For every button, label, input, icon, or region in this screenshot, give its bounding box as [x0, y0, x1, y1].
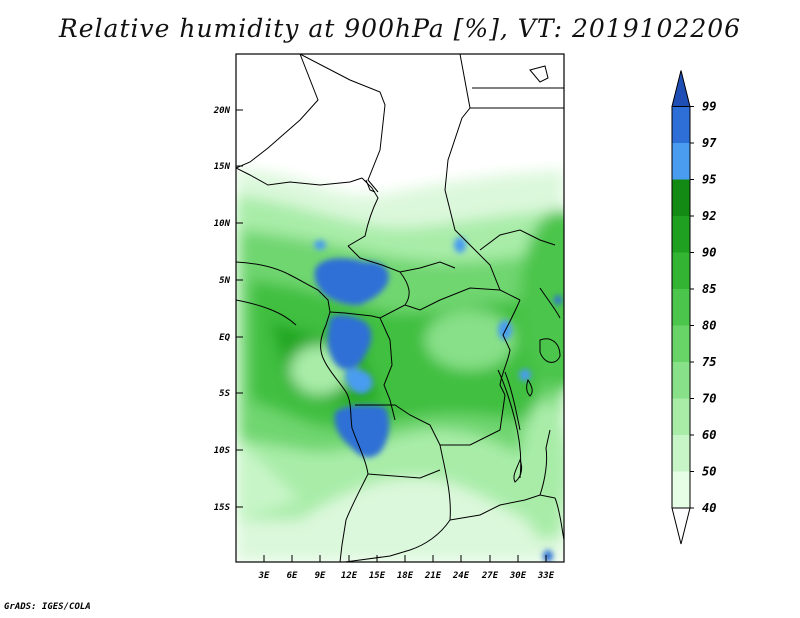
lon-tick-label: 27E — [481, 571, 499, 581]
lat-tick-label: EQ — [219, 333, 230, 343]
lon-tick-label: 21E — [424, 571, 442, 581]
lon-tick-label: 18E — [397, 571, 414, 581]
colorbar-segment — [672, 179, 690, 216]
colorbar-label: 90 — [702, 246, 716, 260]
colorbar-min-arrow — [671, 507, 691, 545]
colorbar-label: 75 — [702, 355, 716, 369]
colorbar-label: 40 — [702, 501, 716, 515]
colorbar-label: 97 — [702, 136, 717, 150]
colorbar-max-arrow — [671, 70, 691, 107]
lat-tick-label: 20N — [213, 106, 231, 116]
colorbar-outline — [671, 106, 691, 509]
lon-tick-label: 15E — [369, 571, 386, 581]
colorbar: 40 50 60 70 75 80 85 90 92 95 97 99 — [671, 70, 717, 545]
lat-tick-label: 15S — [214, 503, 231, 513]
colorbar-label: 70 — [702, 392, 716, 406]
colorbar-segment — [672, 362, 690, 399]
colorbar-segment — [672, 325, 690, 362]
colorbar-label: 80 — [702, 319, 716, 333]
colorbar-segment — [672, 435, 690, 472]
colorbar-segment — [672, 252, 690, 289]
colorbar-label: 85 — [702, 282, 716, 296]
latitude-axis: 20N 15N 10N 5N EQ 5S 10S 15S — [213, 106, 243, 513]
colorbar-label: 92 — [702, 209, 716, 223]
lon-tick-label: 24E — [452, 571, 470, 581]
colorbar-label: 99 — [702, 100, 716, 114]
colorbar-label: 95 — [702, 173, 716, 187]
lat-tick-label: 5S — [219, 389, 230, 399]
colorbar-label: 60 — [702, 428, 716, 442]
grads-credit: GrADS: IGES/COLA — [4, 602, 91, 612]
lon-tick-label: 9E — [315, 571, 326, 581]
lon-tick-label: 6E — [287, 571, 298, 581]
lon-tick-label: 3E — [258, 571, 270, 581]
colorbar-segment — [672, 216, 690, 253]
map-title: Relative humidity at 900hPa [%], VT: 201… — [58, 14, 742, 43]
longitude-axis: 3E 6E 9E 12E 15E 18E 21E 24E 27E 30E 33E — [258, 555, 555, 581]
lat-tick-label: 10S — [214, 446, 231, 456]
saturated-areas — [314, 237, 562, 562]
colorbar-segment — [672, 289, 690, 326]
lat-tick-label: 10N — [214, 219, 231, 229]
colorbar-label: 50 — [702, 465, 716, 479]
lat-tick-label: 5N — [219, 276, 230, 286]
colorbar-segment — [672, 106, 690, 143]
lon-tick-label: 33E — [537, 571, 555, 581]
lon-tick-label: 12E — [341, 571, 358, 581]
colorbar-segment — [672, 143, 690, 180]
colorbar-segment — [672, 398, 690, 435]
lon-tick-label: 30E — [509, 571, 527, 581]
humidity-field — [236, 54, 564, 562]
country-borders — [236, 54, 564, 562]
plot-frame — [235, 53, 565, 563]
colorbar-segment — [672, 471, 690, 508]
lat-tick-label: 15N — [214, 162, 231, 172]
